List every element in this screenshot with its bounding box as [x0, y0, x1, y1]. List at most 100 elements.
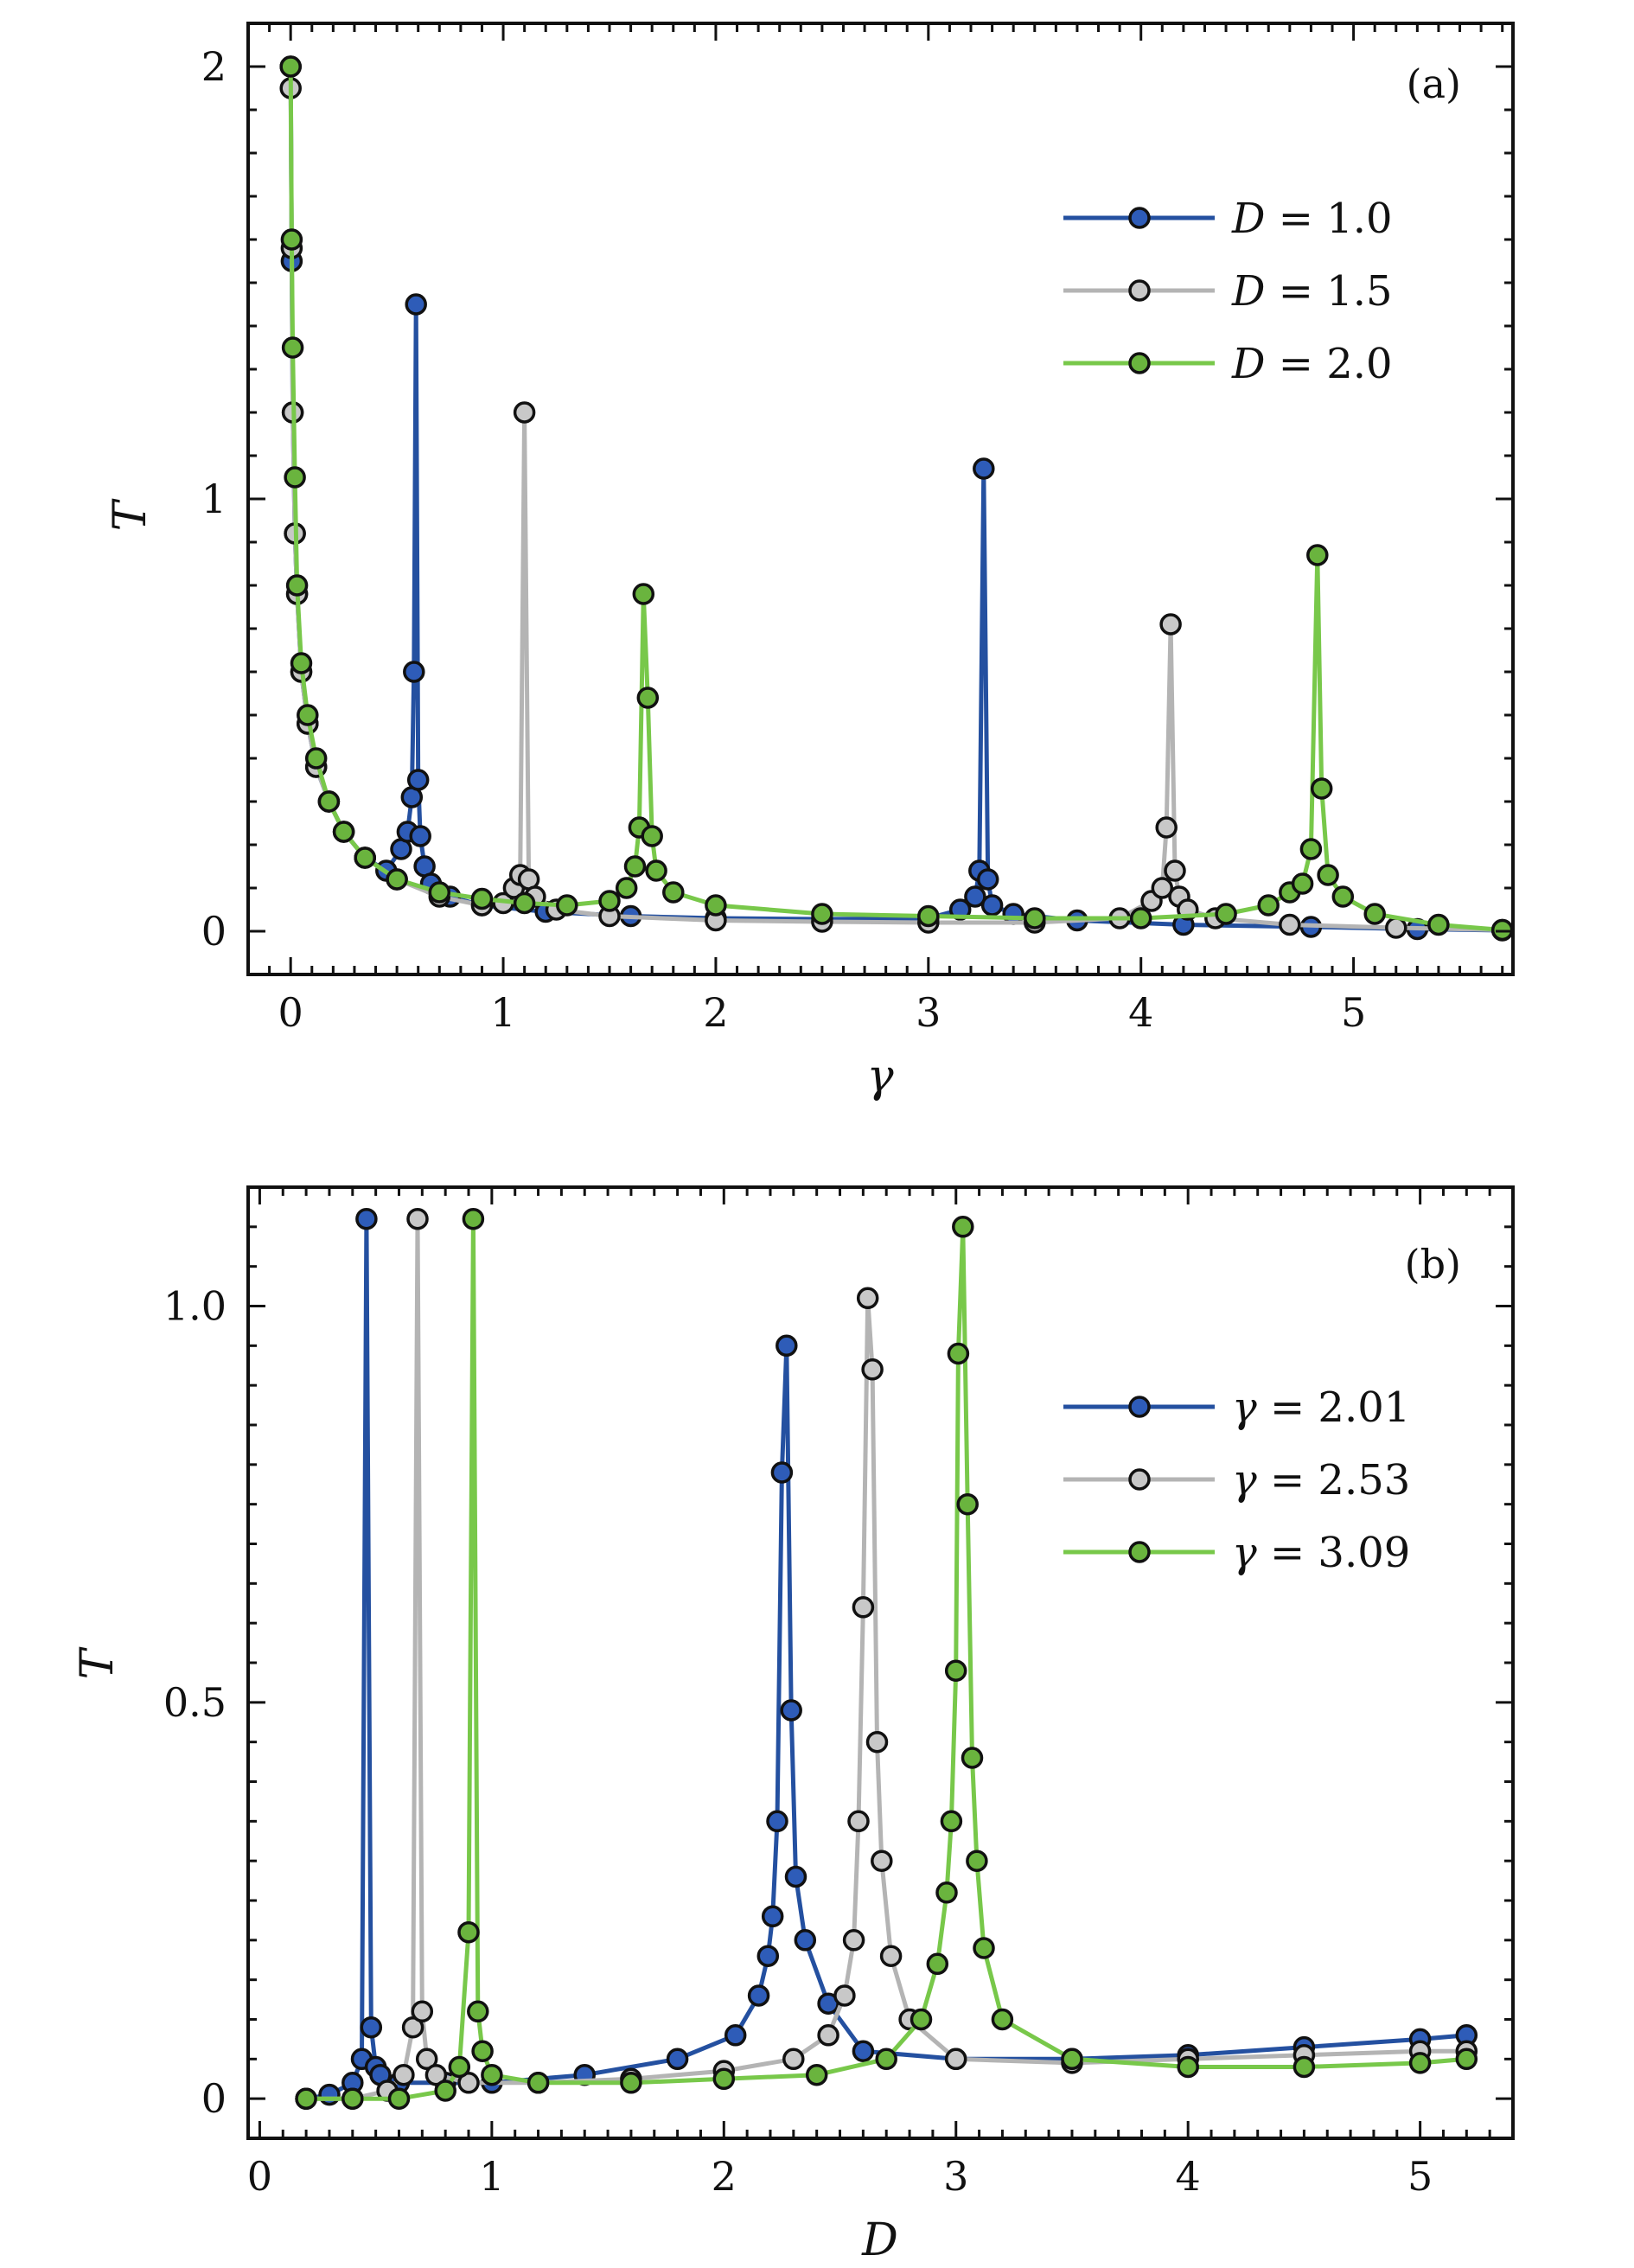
panel-a-series-3-point [615, 877, 638, 899]
panel-b-series-3-point [527, 2072, 550, 2094]
panel-a-series-3-point [285, 574, 309, 597]
panel-b-series-3-point [341, 2087, 364, 2110]
panel-b-series-3-point [481, 2063, 503, 2086]
panel-b-series-3-point [940, 1810, 963, 1833]
panel-a-y-tick-label: 2 [201, 43, 227, 90]
panel-b-y-tick-label: 1.0 [163, 1283, 227, 1330]
panel-b-series-2-point [847, 1810, 870, 1833]
panel-b-series-2-point [406, 1207, 429, 1230]
panel-b-series-2-point [415, 2048, 438, 2071]
panel-b-series-3-point [805, 2063, 828, 2086]
panel-a-series-3-point [641, 825, 663, 847]
panel-a-series-3-point [1310, 777, 1333, 800]
panel-b-series-2-point [457, 2072, 480, 2094]
panel-b-y-tick-label: 0 [201, 2075, 227, 2122]
panel-a-series-3-point [279, 55, 302, 78]
panel-b-series-1-point [724, 2024, 747, 2047]
panel-a-series-3-point [513, 891, 536, 915]
panel-b-series-3-point [956, 1492, 979, 1516]
panel-b-ticks: 0 1 2 3 4 5 0 0.5 1.0 [163, 1185, 1515, 2200]
panel-b-series-3-point [1293, 2055, 1316, 2079]
panel-a-legend-label-3: D = 2.0 [1231, 340, 1393, 388]
panel-b-y-tick-label: 0.5 [163, 1679, 227, 1726]
panel-a: 0 1 2 3 4 5 0 1 2 (a) γ T D = 1.0 D = 1.5 D = 2.0 [105, 22, 1515, 1102]
panel-b-series-3-point [1061, 2048, 1083, 2071]
panel-a-x-tick-label: 2 [703, 989, 728, 1036]
panel-a-series-3-point [1306, 544, 1329, 566]
panel-b-x-axis-label: D [861, 2214, 898, 2266]
panel-a-series-3-point [1215, 903, 1237, 925]
panel-b-series-1-point [318, 2083, 341, 2106]
panel-a-series-2-point [1159, 613, 1182, 636]
panel-b-x-tick-label: 0 [247, 2153, 272, 2200]
panel-b-series-2-point [852, 1596, 875, 1619]
panel-b-series-2-point [817, 2024, 839, 2047]
panel-b-x-tick-label: 5 [1407, 2153, 1433, 2200]
panel-b-series-2-point [842, 1929, 865, 1952]
panel-b-legend-marker-2 [1128, 1468, 1151, 1491]
panel-a-series-3-point [632, 583, 655, 605]
panel-b-legend-label-3: γ = 3.09 [1232, 1529, 1410, 1577]
panel-a-series-3-point [645, 859, 667, 882]
panel-a-legend-marker-1 [1128, 207, 1151, 229]
panel-b-series-3-point [952, 1216, 974, 1238]
panel-b-series-3-point [295, 2087, 317, 2110]
panel-a-series-1-point [948, 898, 972, 921]
panel-b-series-1-point [360, 2016, 383, 2039]
panel-a-y-axis-label: T [105, 498, 156, 531]
panel-b-series-1-point [852, 2040, 875, 2062]
panel-a-x-tick-label: 3 [916, 989, 941, 1036]
panel-a-series-3-point [284, 466, 306, 489]
panel-a-label: (a) [1407, 61, 1461, 107]
panel-b-series-3-point [457, 1920, 480, 1944]
panel-a-series-3-point [811, 903, 833, 925]
panel-a-x-axis-label: γ [866, 1051, 894, 1102]
panel-a-series-3-point [1299, 838, 1323, 860]
panel-b-series-2-point [424, 2063, 448, 2086]
panel-b-series-3-point [387, 2087, 411, 2110]
panel-b-x-tick-label: 4 [1176, 2153, 1201, 2200]
panel-a-series-3-point [1257, 894, 1280, 917]
panel-a-series-3-point [470, 887, 494, 910]
panel-b-label: (b) [1405, 1241, 1461, 1287]
panel-a-series-3-point [1331, 885, 1355, 908]
panel-b-series-3-point [935, 1881, 958, 1904]
panel-a-series-3-point [598, 890, 621, 912]
panel-a-series-1-point [973, 457, 995, 480]
panel-a-series-2-point [1385, 917, 1407, 939]
panel-b-series-2-point [879, 1945, 903, 1967]
panel-b-series-2-point [782, 2048, 805, 2071]
panel-a-series-1-point [405, 293, 427, 316]
panel-b-series-2-point [411, 2000, 434, 2023]
panel-b-series-3-point [947, 1342, 970, 1365]
panel-a-series-3-point [317, 790, 341, 813]
panel-a-series-3-point [386, 868, 408, 891]
panel-a-series-3-point [1024, 907, 1046, 930]
panel-a-series-3-point [662, 881, 685, 904]
panel-b-x-tick-label: 1 [479, 2153, 504, 2200]
panel-b-series-3-point [991, 2008, 1014, 2031]
panel-b-series-3-point [944, 1659, 967, 1682]
panel-b-y-axis-label: T [72, 1646, 124, 1679]
panel-a-series-1-point [976, 868, 999, 891]
panel-a-series-1-point [406, 769, 430, 791]
panel-b-series-2-point [856, 1287, 879, 1310]
panel-a-ticks: 0 1 2 3 4 5 0 1 2 [201, 22, 1513, 1036]
panel-b-series-3-point [1177, 2055, 1199, 2079]
panel-b-series-1-point [761, 1905, 784, 1928]
panel-b-series-3-point [966, 1850, 988, 1872]
panel-b-series-3-point [467, 2000, 489, 2023]
panel-a-series-3-point [623, 855, 647, 878]
panel-a-series-3-point [281, 336, 304, 359]
panel-a-series-3-point [428, 881, 451, 904]
panel-b-series-2-point [861, 1358, 884, 1381]
panel-a-y-tick-label: 1 [201, 476, 227, 522]
panel-a-x-tick-label: 1 [490, 989, 515, 1036]
panel-a-legend: D = 1.0 D = 1.5 D = 2.0 [1063, 195, 1393, 388]
panel-a-series-3-point [917, 904, 940, 928]
panel-a-series-1-point [964, 885, 986, 908]
panel-b-series-3-point [620, 2072, 642, 2094]
panel-a-series-3-point [290, 652, 313, 674]
panel-b-legend-label-2: γ = 2.53 [1232, 1456, 1410, 1505]
panel-a-series-1-point [980, 894, 1004, 917]
